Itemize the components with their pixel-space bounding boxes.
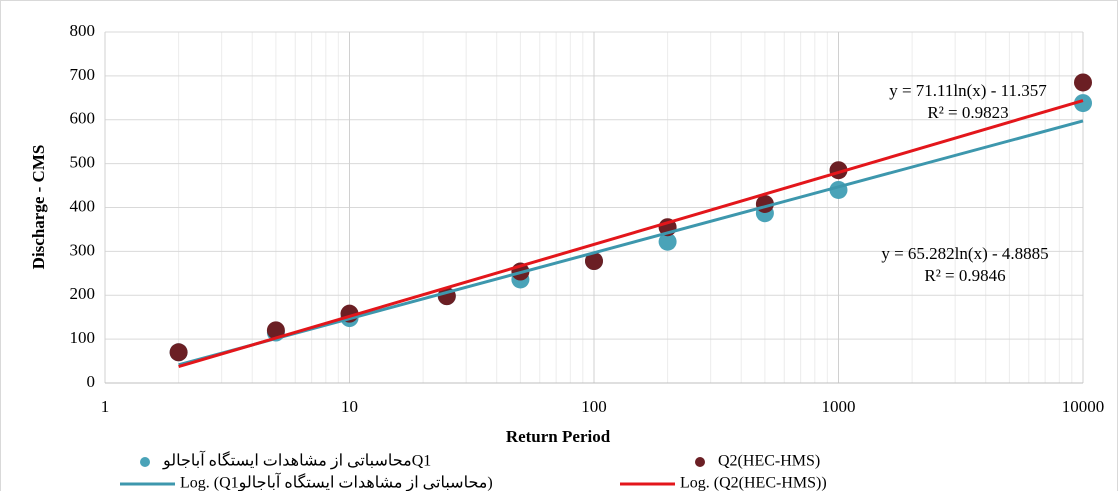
y-tick-label: 100 bbox=[70, 328, 96, 347]
x-tick-label: 10000 bbox=[1062, 397, 1105, 416]
legend-marker bbox=[140, 457, 150, 467]
x-tick-label: 100 bbox=[581, 397, 607, 416]
legend-label: Log. (Q2(HEC-HMS)) bbox=[680, 475, 827, 491]
y-tick-label: 400 bbox=[70, 196, 96, 215]
y-axis-title: Discharge - CMS bbox=[29, 145, 48, 270]
data-point bbox=[585, 252, 603, 271]
trendline bbox=[178, 119, 1084, 367]
legend-label: Q2(HEC-HMS) bbox=[718, 453, 820, 470]
y-tick-label: 0 bbox=[87, 372, 96, 391]
y-tick-label: 500 bbox=[70, 153, 96, 172]
data-point bbox=[1074, 94, 1092, 113]
trendline-r2: R² = 0.9846 bbox=[924, 266, 1005, 285]
y-tick-label: 700 bbox=[70, 65, 96, 84]
legend-label: محاسباتی از مشاهدات ایستگاه آباجالوQ1 bbox=[162, 450, 431, 470]
x-axis-title: Return Period bbox=[506, 427, 611, 446]
data-point bbox=[169, 343, 188, 362]
x-tick-label: 1000 bbox=[822, 397, 856, 416]
y-tick-label: 200 bbox=[70, 284, 96, 303]
legend-label: Log. (Q1محاسباتی از مشاهدات ایستگاه آباج… bbox=[180, 472, 493, 491]
trendline-r2: R² = 0.9823 bbox=[927, 103, 1008, 122]
y-tick-label: 300 bbox=[70, 240, 96, 259]
data-point bbox=[266, 321, 285, 340]
legend-marker bbox=[695, 457, 705, 467]
trendline-equation: y = 71.11ln(x) - 11.357 bbox=[889, 81, 1047, 100]
x-tick-label: 10 bbox=[341, 397, 358, 416]
data-point bbox=[658, 232, 677, 251]
trendline bbox=[178, 99, 1084, 369]
x-tick-label: 1 bbox=[101, 397, 110, 416]
data-point bbox=[1074, 73, 1092, 92]
y-tick-label: 600 bbox=[70, 109, 96, 128]
y-tick-label: 800 bbox=[70, 21, 96, 40]
trendline-equation: y = 65.282ln(x) - 4.8885 bbox=[881, 244, 1048, 263]
